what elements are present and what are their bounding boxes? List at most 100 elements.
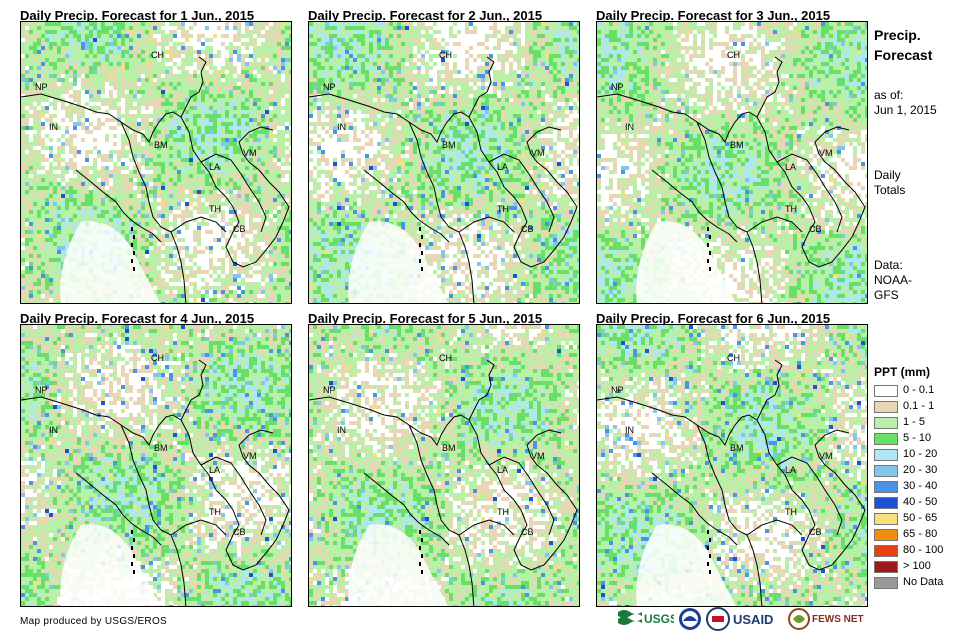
legend-label: 1 - 5 (903, 416, 925, 428)
legend-swatch (874, 481, 898, 493)
country-label: VM (819, 451, 833, 461)
legend-swatch (874, 433, 898, 445)
precip-map-2: CH NP IN BM LA VM TH CB (308, 21, 580, 304)
legend-label: > 100 (903, 560, 931, 572)
as-of-date: as of: Jun 1, 2015 (874, 88, 937, 118)
usgs-logo: USGS (618, 606, 674, 632)
side-title: Precip. Forecast (874, 25, 932, 65)
country-label: VM (531, 451, 545, 461)
country-label: LA (785, 162, 796, 172)
legend-swatch (874, 449, 898, 461)
data-source: Data: NOAA- GFS (874, 258, 912, 303)
legend-label: 80 - 100 (903, 544, 943, 556)
legend-swatch (874, 401, 898, 413)
country-label: CH (151, 353, 164, 363)
legend-swatch (874, 545, 898, 557)
country-label: CH (727, 50, 740, 60)
country-label: NP (323, 385, 336, 395)
legend-label: 40 - 50 (903, 496, 937, 508)
daily-totals-label: Daily Totals (874, 168, 905, 198)
country-label: CH (439, 50, 452, 60)
precip-map-4: CH NP IN BM LA VM TH CB (20, 324, 292, 607)
country-label: CH (151, 50, 164, 60)
country-label: VM (531, 148, 545, 158)
country-label: BM (154, 140, 168, 150)
legend-label: 5 - 10 (903, 432, 931, 444)
country-label: LA (209, 162, 220, 172)
country-label: TH (785, 507, 797, 517)
panel-title-2: Daily Precip. Forecast for 2 Jun., 2015 (308, 8, 542, 23)
country-label: TH (497, 204, 509, 214)
legend-label: 0.1 - 1 (903, 400, 934, 412)
country-label: NP (611, 82, 624, 92)
usaid-logo: USAID (706, 606, 773, 632)
panel-title-3: Daily Precip. Forecast for 3 Jun., 2015 (596, 8, 830, 23)
country-label: BM (442, 140, 456, 150)
country-label: CB (521, 224, 534, 234)
country-label: IN (625, 122, 634, 132)
noaa-logo (678, 606, 702, 632)
panel-title-4: Daily Precip. Forecast for 4 Jun., 2015 (20, 311, 254, 326)
country-label: CB (809, 224, 822, 234)
legend-label: 50 - 65 (903, 512, 937, 524)
country-label: NP (35, 385, 48, 395)
panel-title-6: Daily Precip. Forecast for 6 Jun., 2015 (596, 311, 830, 326)
legend-swatch (874, 577, 898, 589)
country-label: LA (497, 162, 508, 172)
country-label: IN (337, 425, 346, 435)
country-label: NP (611, 385, 624, 395)
fews-globe-icon (788, 608, 810, 630)
legend-title: PPT (mm) (874, 365, 930, 379)
country-label: IN (49, 425, 58, 435)
country-label: CH (727, 353, 740, 363)
legend-label: 65 - 80 (903, 528, 937, 540)
legend-label: 20 - 30 (903, 464, 937, 476)
precip-grid: CH NP IN BM LA VM TH CB (309, 325, 579, 606)
fews-net-logo: FEWS NET (788, 606, 864, 632)
legend-swatch (874, 385, 898, 397)
country-label: CB (233, 224, 246, 234)
country-label: TH (785, 204, 797, 214)
map-credit: Map produced by USGS/EROS (20, 616, 167, 627)
precip-map-6: CH NP IN BM LA VM TH CB (596, 324, 868, 607)
legend-swatch (874, 561, 898, 573)
legend-label: 10 - 20 (903, 448, 937, 460)
country-label: VM (819, 148, 833, 158)
country-label: CB (809, 527, 822, 537)
usgs-wave-icon: USGS (618, 610, 674, 626)
country-label: NP (35, 82, 48, 92)
legend-swatch (874, 497, 898, 509)
legend-label: 30 - 40 (903, 480, 937, 492)
usaid-seal-icon (706, 607, 730, 631)
noaa-seal-icon (679, 608, 701, 630)
panel-title-1: Daily Precip. Forecast for 1 Jun., 2015 (20, 8, 254, 23)
country-label: LA (785, 465, 796, 475)
legend-label: 0 - 0.1 (903, 384, 934, 396)
precip-map-5: CH NP IN BM LA VM TH CB (308, 324, 580, 607)
precip-grid: CH NP IN BM LA VM TH CB (597, 22, 867, 303)
country-label: VM (243, 451, 257, 461)
country-label: IN (625, 425, 634, 435)
precip-grid: CH NP IN BM LA VM TH CB (309, 22, 579, 303)
country-label: TH (209, 507, 221, 517)
country-label: IN (49, 122, 58, 132)
country-label: NP (323, 82, 336, 92)
panel-title-5: Daily Precip. Forecast for 5 Jun., 2015 (308, 311, 542, 326)
country-label: BM (730, 443, 744, 453)
country-label: LA (209, 465, 220, 475)
country-label: CB (521, 527, 534, 537)
precip-grid: CH NP IN BM LA VM TH CB (21, 325, 291, 606)
legend-swatch (874, 513, 898, 525)
country-label: CH (439, 353, 452, 363)
country-label: IN (337, 122, 346, 132)
country-label: VM (243, 148, 257, 158)
legend-swatch (874, 417, 898, 429)
country-label: BM (730, 140, 744, 150)
country-label: TH (209, 204, 221, 214)
legend-swatch (874, 529, 898, 541)
country-label: LA (497, 465, 508, 475)
country-label: BM (154, 443, 168, 453)
country-label: TH (497, 507, 509, 517)
precip-map-3: CH NP IN BM LA VM TH CB (596, 21, 868, 304)
precip-map-1: CH NP IN BM LA VM TH CB (20, 21, 292, 304)
